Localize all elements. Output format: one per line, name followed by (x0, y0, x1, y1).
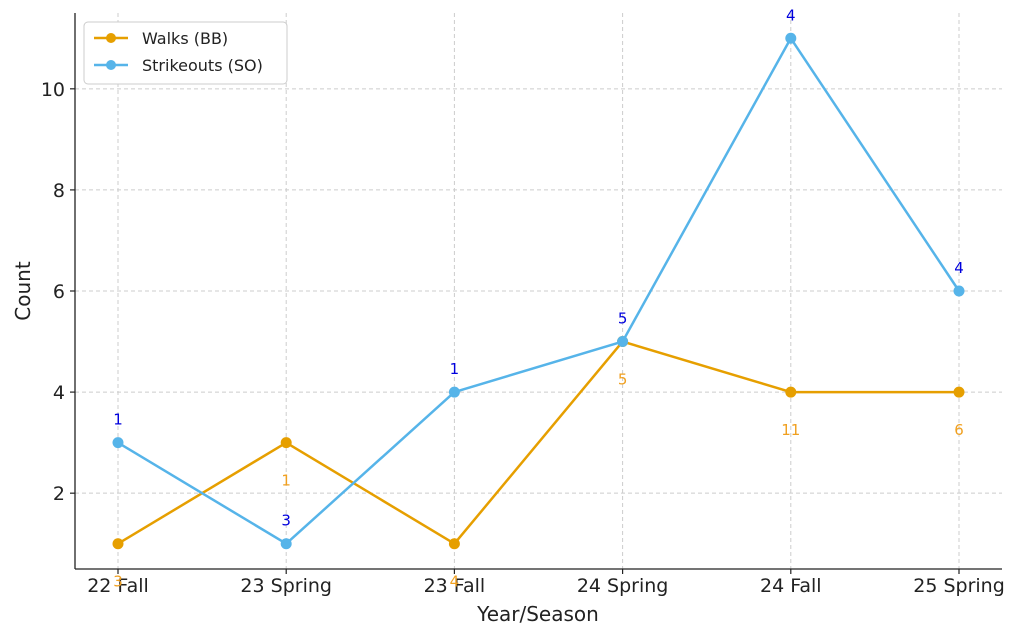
legend-marker-strikeouts (106, 60, 116, 70)
x-tick-label: 25 Spring (913, 575, 1005, 597)
data-label-strikeouts: 5 (618, 310, 628, 328)
x-tick-label: 23 Spring (240, 575, 332, 597)
x-tick-label: 22 Fall (87, 575, 149, 597)
x-tick-label: 24 Fall (760, 575, 822, 597)
series (112, 32, 965, 550)
x-tick-label: 24 Spring (577, 575, 669, 597)
y-tick-label: 4 (53, 382, 65, 404)
data-point-walks (448, 538, 460, 550)
legend: Walks (BB) Strikeouts (SO) (83, 21, 288, 85)
y-tick-label: 6 (53, 281, 65, 303)
series-line-strikeouts (117, 37, 961, 545)
series-line-walks (117, 340, 959, 545)
data-label-walks: 4 (450, 573, 460, 591)
data-label-walks: 5 (618, 371, 628, 389)
data-label-strikeouts: 4 (954, 259, 964, 277)
data-point-walks (112, 538, 124, 550)
ticks: 2 4 6 8 10 22 Fall 23 Spring 23 Fall 24 Spring 24… (41, 79, 1005, 597)
data-label-walks: 6 (954, 421, 964, 439)
data-label-strikeouts: 1 (450, 360, 460, 378)
data-label-strikeouts: 3 (281, 512, 291, 530)
data-labels: 3 1 4 5 11 6 1 3 1 5 4 4 (113, 6, 964, 590)
data-point-walks (785, 386, 797, 398)
data-point-strikeouts (280, 538, 292, 550)
x-tick-label: 23 Fall (424, 575, 486, 597)
y-tick-label: 10 (41, 79, 65, 101)
data-label-walks: 3 (113, 573, 123, 591)
legend-marker-walks (106, 33, 116, 43)
data-point-walks (280, 437, 292, 449)
data-label-strikeouts: 1 (113, 411, 123, 429)
y-tick-label: 2 (53, 483, 65, 505)
data-point-walks (953, 386, 965, 398)
data-point-strikeouts (112, 437, 124, 449)
data-label-walks: 1 (281, 472, 291, 490)
legend-box (83, 21, 288, 85)
y-axis-title: Count (11, 261, 35, 321)
data-point-strikeouts (953, 285, 965, 297)
data-label-strikeouts: 4 (786, 6, 796, 24)
data-point-strikeouts (617, 336, 629, 348)
legend-label-strikeouts: Strikeouts (SO) (142, 56, 263, 75)
data-point-strikeouts (785, 32, 797, 44)
legend-label-walks: Walks (BB) (142, 29, 228, 48)
data-label-walks: 11 (781, 421, 800, 439)
grid (75, 13, 1002, 569)
data-point-strikeouts (448, 386, 460, 398)
x-axis-title: Year/Season (476, 602, 599, 626)
y-tick-label: 8 (53, 180, 65, 202)
